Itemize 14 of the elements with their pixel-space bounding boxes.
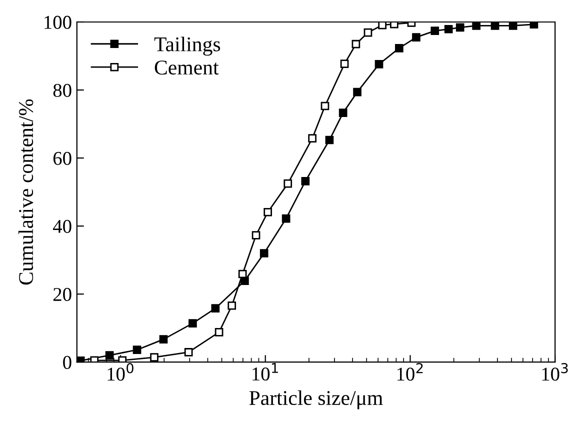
x-axis-title: Particle size/μm <box>249 390 383 410</box>
y-axis-title: Cumulative content/% <box>18 99 34 285</box>
y-tick-label: 20 <box>53 288 72 302</box>
y-tick-label: 100 <box>44 16 72 29</box>
legend-label: Tailings <box>154 36 220 56</box>
x-tick-label: 10$^{2}$ <box>397 363 423 381</box>
x-tick-label: 10$^{0}$ <box>108 363 134 381</box>
y-tick-label: 60 <box>53 152 72 165</box>
y-tick-label: 40 <box>52 220 72 233</box>
y-tick-label: 80 <box>53 84 72 97</box>
x-tick-label: 10$^{3}$ <box>542 363 568 381</box>
x-tick-label: 10$^{1}$ <box>252 363 278 381</box>
legend-label: Cement <box>154 60 219 75</box>
y-tick-label: 0 <box>63 356 72 370</box>
